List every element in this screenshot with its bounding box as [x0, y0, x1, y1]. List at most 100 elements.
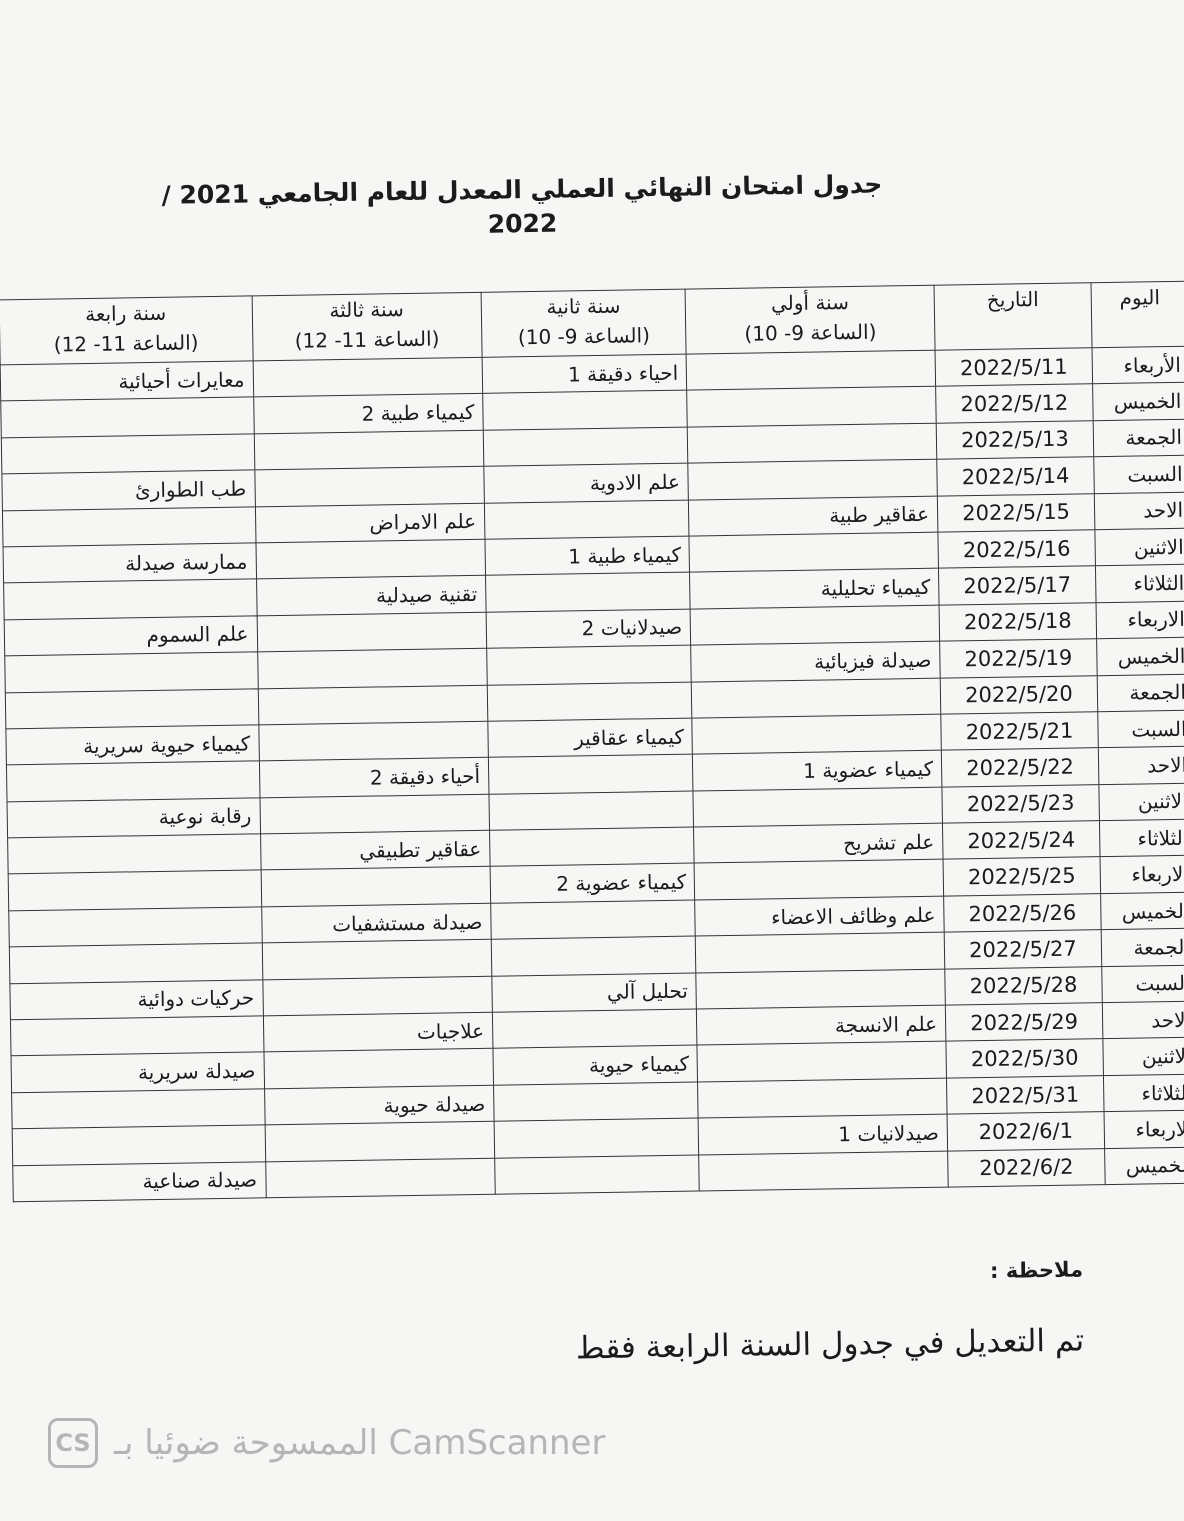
cell-day: الثلاثاء [1095, 564, 1184, 603]
cell-y1 [686, 386, 937, 427]
cell-y3: كيمياء طبية 2 [253, 393, 484, 434]
cell-y2 [492, 1009, 698, 1049]
cell-y2 [485, 572, 691, 613]
cell-y1 [693, 786, 943, 828]
cell-y2: كيمياء عضوية 2 [490, 863, 695, 904]
cell-day: الجمعة [1093, 418, 1184, 457]
header-year3: سنة ثالثة (الساعة 11- 12) [251, 292, 483, 361]
cell-date: 2022/5/22 [941, 747, 1099, 787]
cell-date: 2022/5/14 [936, 456, 1095, 496]
cell-y3 [262, 975, 493, 1016]
cell-date: 2022/5/20 [940, 675, 1098, 715]
cell-y2 [483, 426, 689, 467]
header-date: التاريخ [934, 282, 1093, 351]
cell-y1 [686, 350, 936, 391]
cell-y3 [252, 357, 483, 398]
cell-y4: معايرات أحيائية [0, 360, 254, 402]
cell-y4: رقابة نوعية [7, 797, 261, 838]
cell-y3 [255, 539, 486, 580]
cell-y1: كيمياء تحليلية [689, 568, 940, 609]
cell-day: الخميس [1096, 637, 1184, 676]
cell-y1 [697, 1077, 948, 1119]
cell-date: 2022/5/25 [943, 857, 1101, 896]
cell-y2 [494, 1118, 699, 1158]
cell-y3 [259, 793, 490, 834]
cell-date: 2022/6/1 [947, 1111, 1105, 1151]
cell-day: الاثنين [1094, 528, 1184, 567]
cell-y3 [258, 721, 489, 762]
cell-y3: صيدلة حيوية [264, 1085, 495, 1126]
watermark-text: الممسوحة ضوئيا بـ CamScanner [114, 1423, 606, 1463]
cell-y4 [9, 943, 263, 984]
cell-date: 2022/6/2 [947, 1148, 1106, 1188]
cell-day: الاثنين [1098, 782, 1184, 821]
cell-day: الخميس [1100, 891, 1184, 930]
cell-y4: طب الطوارئ [1, 470, 255, 511]
cell-y2 [490, 899, 696, 940]
cell-day: الخميس [1092, 382, 1184, 421]
cell-date: 2022/5/19 [939, 638, 1098, 678]
cell-y1: علم الانسجة [696, 1005, 946, 1046]
cell-y3 [264, 1121, 495, 1162]
cell-y4 [11, 1088, 265, 1129]
cell-date: 2022/5/17 [938, 566, 1097, 605]
cell-y1 [691, 677, 941, 718]
camscanner-logo-icon: CS [48, 1418, 98, 1468]
cell-date: 2022/5/18 [939, 602, 1097, 642]
cell-y4 [2, 506, 256, 547]
cell-y1: عقاقير طبية [688, 495, 938, 537]
cell-y3: أحياء دقيقة 2 [258, 757, 489, 798]
exam-schedule-table: اليوم التاريخ سنة أولي (الساعة 9- 10) سنة… [0, 281, 1184, 1203]
cell-date: 2022/5/31 [946, 1075, 1105, 1115]
cell-y1 [688, 459, 938, 500]
cell-y1 [696, 968, 946, 1010]
cell-y2 [493, 1081, 699, 1122]
header-year4-label: سنة رابعة [84, 300, 167, 327]
cell-y3 [257, 684, 488, 725]
cell-y4: حركيات دوائية [9, 979, 263, 1020]
cell-y4 [12, 1125, 266, 1166]
cell-day: الاحد [1098, 746, 1184, 785]
cell-y2: كيمياء حيوية [492, 1045, 698, 1086]
cell-y4 [1, 433, 255, 475]
cell-y4 [4, 652, 258, 693]
cell-date: 2022/5/16 [937, 529, 1096, 569]
cell-y2: احياء دقيقة 1 [482, 354, 687, 394]
cell-day: السبت [1101, 964, 1184, 1003]
header-day: اليوم [1091, 281, 1184, 348]
cell-y1: علم تشريح [693, 823, 944, 864]
cell-y4 [5, 688, 259, 729]
cell-y3 [256, 612, 487, 653]
cell-day: السبت [1097, 710, 1184, 748]
cell-date: 2022/5/30 [945, 1039, 1104, 1078]
cell-y1 [695, 932, 945, 973]
cell-day: الثلاثاء [1103, 1073, 1184, 1112]
cell-day: الأربعاء [1092, 346, 1184, 385]
cell-date: 2022/5/21 [940, 711, 1099, 751]
cell-y2 [489, 827, 695, 867]
cell-y1 [687, 422, 937, 464]
cell-y1 [692, 714, 942, 755]
cell-date: 2022/5/23 [941, 784, 1100, 824]
header-year1: سنة أولي (الساعة 9- 10) [685, 285, 936, 355]
cell-date: 2022/5/11 [935, 347, 1093, 387]
header-year1-label: سنة أولي [770, 290, 850, 316]
cell-y3: عقاقير تطبيقي [260, 830, 491, 871]
cell-y3: صيدلة مستشفيات [261, 903, 492, 944]
cell-y4: صيدلة صناعية [12, 1161, 266, 1202]
cell-y4: ممارسة صيدلة [3, 542, 257, 584]
cell-y1 [697, 1041, 947, 1082]
cell-day: الاربعاء [1104, 1110, 1184, 1149]
header-year3-label: سنة ثالثة [329, 297, 404, 323]
cell-y4 [0, 397, 254, 438]
cell-y4 [3, 579, 257, 620]
cell-date: 2022/5/15 [937, 493, 1095, 533]
cell-day: الجمعة [1101, 928, 1184, 967]
cell-date: 2022/5/26 [943, 893, 1102, 933]
cell-y2 [486, 645, 692, 685]
header-year4-time: (الساعة 11- 12) [53, 330, 199, 357]
cell-day: الجمعة [1097, 673, 1184, 712]
cell-date: 2022/5/27 [944, 929, 1102, 969]
cell-y1 [690, 604, 940, 646]
cell-y1 [698, 1150, 949, 1191]
